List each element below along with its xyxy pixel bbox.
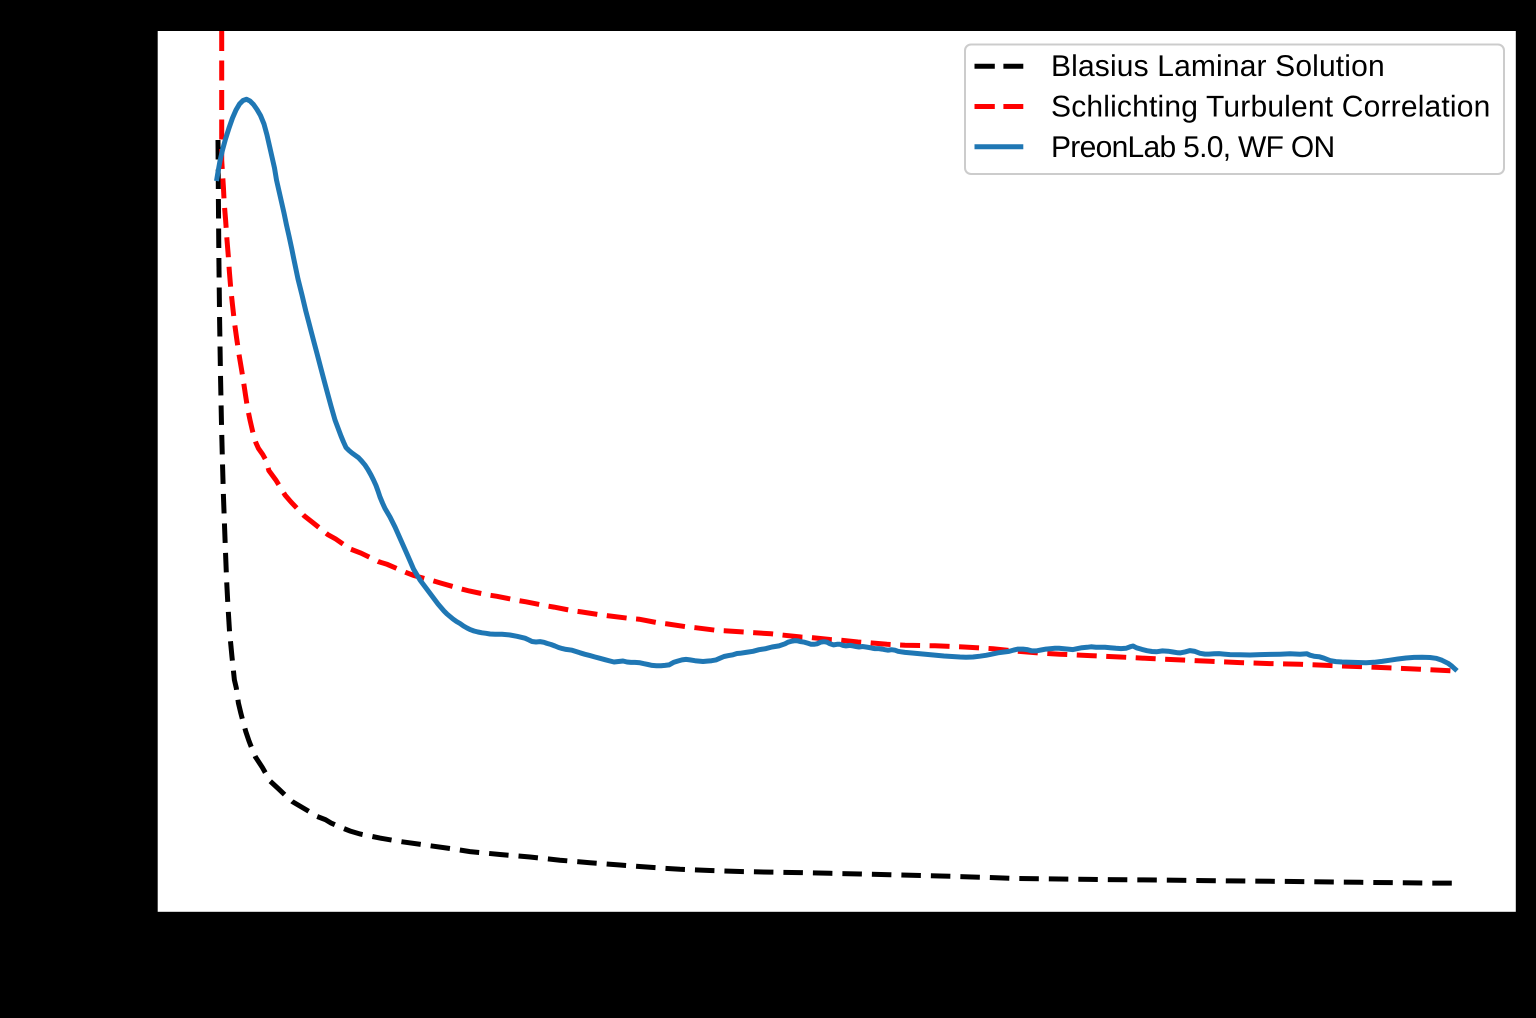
svg-text:Blasius Laminar Solution: Blasius Laminar Solution <box>1051 50 1385 83</box>
svg-text:PreonLab 5.0, WF ON: PreonLab 5.0, WF ON <box>1051 131 1335 164</box>
svg-text:Schlichting Turbulent Correlat: Schlichting Turbulent Correlation <box>1051 91 1491 124</box>
